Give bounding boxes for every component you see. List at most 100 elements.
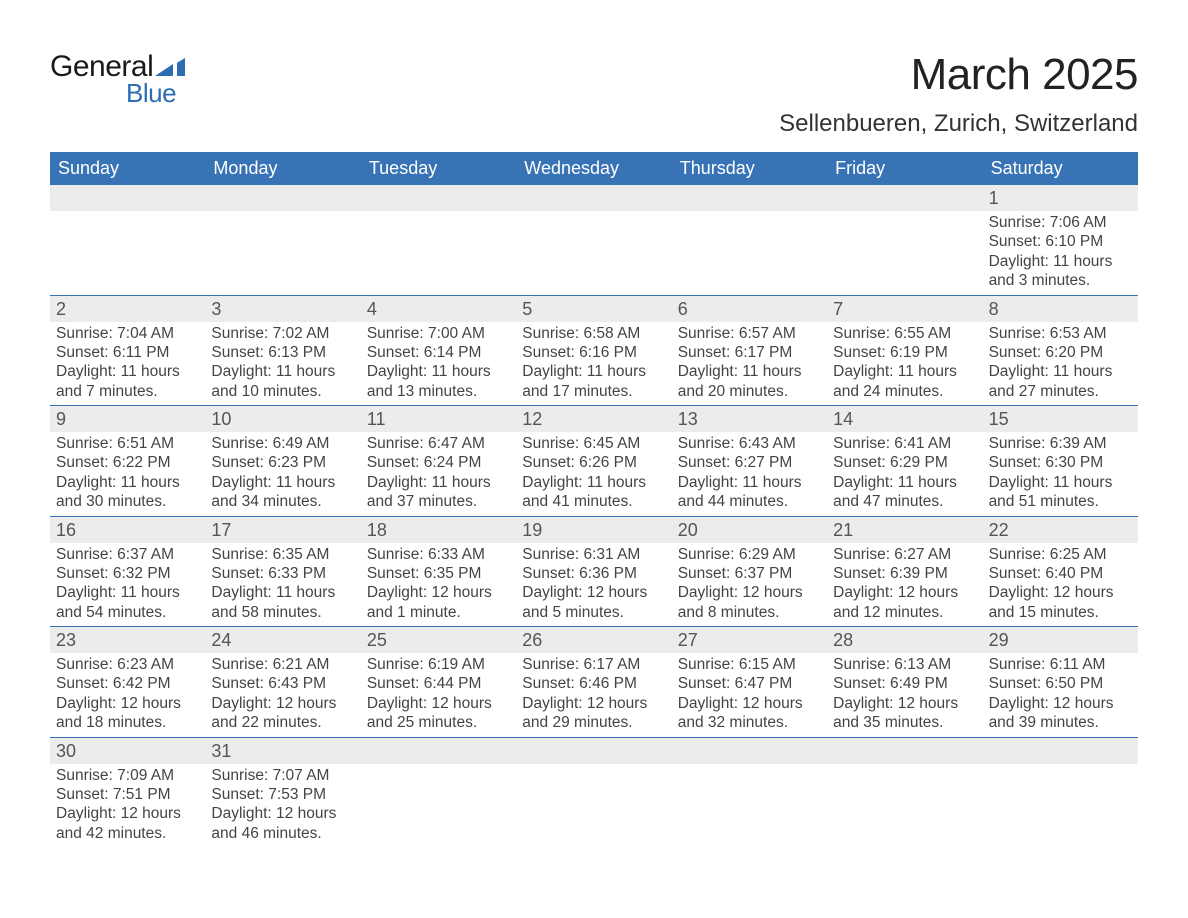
day-detail: Sunrise: 6:53 AMSunset: 6:20 PMDaylight:… [983,322,1138,406]
weeks-container: 1Sunrise: 7:06 AMSunset: 6:10 PMDaylight… [50,185,1138,847]
sunset-text: Sunset: 6:24 PM [367,453,510,472]
detail-row: Sunrise: 7:09 AMSunset: 7:51 PMDaylight:… [50,764,1138,848]
daylight-text: Daylight: 12 hours and 15 minutes. [989,583,1132,622]
day-number: 7 [827,296,982,322]
sunset-text: Sunset: 6:36 PM [522,564,665,583]
sunrise-text: Sunrise: 6:13 AM [833,655,976,674]
sunset-text: Sunset: 6:49 PM [833,674,976,693]
day-detail: Sunrise: 6:31 AMSunset: 6:36 PMDaylight:… [516,543,671,627]
sunrise-text: Sunrise: 6:15 AM [678,655,821,674]
sunrise-text: Sunrise: 6:27 AM [833,545,976,564]
sunrise-text: Sunrise: 6:55 AM [833,324,976,343]
day-detail [516,764,671,848]
sunset-text: Sunset: 6:20 PM [989,343,1132,362]
sunset-text: Sunset: 6:14 PM [367,343,510,362]
sunrise-text: Sunrise: 6:51 AM [56,434,199,453]
daylight-text: Daylight: 11 hours and 7 minutes. [56,362,199,401]
day-number: 4 [361,296,516,322]
sunrise-text: Sunrise: 6:29 AM [678,545,821,564]
daylight-text: Daylight: 12 hours and 46 minutes. [211,804,354,843]
sunset-text: Sunset: 6:43 PM [211,674,354,693]
sunrise-text: Sunrise: 6:45 AM [522,434,665,453]
daylight-text: Daylight: 11 hours and 20 minutes. [678,362,821,401]
sunset-text: Sunset: 6:40 PM [989,564,1132,583]
day-number: 21 [827,517,982,543]
day-number [361,185,516,211]
daylight-text: Daylight: 11 hours and 3 minutes. [989,252,1132,291]
sunrise-text: Sunrise: 7:02 AM [211,324,354,343]
daylight-text: Daylight: 11 hours and 27 minutes. [989,362,1132,401]
day-number [983,738,1138,764]
daylight-text: Daylight: 11 hours and 13 minutes. [367,362,510,401]
daylight-text: Daylight: 12 hours and 12 minutes. [833,583,976,622]
day-detail: Sunrise: 6:43 AMSunset: 6:27 PMDaylight:… [672,432,827,516]
day-number: 14 [827,406,982,432]
day-number [827,185,982,211]
sunrise-text: Sunrise: 6:47 AM [367,434,510,453]
day-number: 16 [50,517,205,543]
sunrise-text: Sunrise: 7:09 AM [56,766,199,785]
day-number: 19 [516,517,671,543]
day-detail: Sunrise: 6:55 AMSunset: 6:19 PMDaylight:… [827,322,982,406]
day-detail: Sunrise: 6:57 AMSunset: 6:17 PMDaylight:… [672,322,827,406]
sunrise-text: Sunrise: 6:31 AM [522,545,665,564]
day-detail: Sunrise: 6:37 AMSunset: 6:32 PMDaylight:… [50,543,205,627]
sunset-text: Sunset: 6:11 PM [56,343,199,362]
sunrise-text: Sunrise: 6:53 AM [989,324,1132,343]
sunset-text: Sunset: 6:19 PM [833,343,976,362]
day-number: 24 [205,627,360,653]
daylight-text: Daylight: 11 hours and 30 minutes. [56,473,199,512]
day-number: 8 [983,296,1138,322]
day-detail: Sunrise: 6:33 AMSunset: 6:35 PMDaylight:… [361,543,516,627]
daylight-text: Daylight: 12 hours and 29 minutes. [522,694,665,733]
detail-row: Sunrise: 6:51 AMSunset: 6:22 PMDaylight:… [50,432,1138,516]
sunset-text: Sunset: 6:44 PM [367,674,510,693]
day-detail: Sunrise: 6:29 AMSunset: 6:37 PMDaylight:… [672,543,827,627]
daylight-text: Daylight: 12 hours and 1 minute. [367,583,510,622]
month-title: March 2025 [779,50,1138,100]
sunrise-text: Sunrise: 6:57 AM [678,324,821,343]
sunset-text: Sunset: 6:35 PM [367,564,510,583]
sunset-text: Sunset: 6:30 PM [989,453,1132,472]
detail-row: Sunrise: 6:23 AMSunset: 6:42 PMDaylight:… [50,653,1138,737]
day-detail [205,211,360,295]
sunset-text: Sunset: 6:33 PM [211,564,354,583]
sunset-text: Sunset: 6:50 PM [989,674,1132,693]
daylight-text: Daylight: 11 hours and 58 minutes. [211,583,354,622]
sunrise-text: Sunrise: 6:25 AM [989,545,1132,564]
sunrise-text: Sunrise: 6:21 AM [211,655,354,674]
day-number: 23 [50,627,205,653]
sunrise-text: Sunrise: 6:23 AM [56,655,199,674]
daylight-text: Daylight: 12 hours and 18 minutes. [56,694,199,733]
day-number: 29 [983,627,1138,653]
day-number: 27 [672,627,827,653]
calendar: Sunday Monday Tuesday Wednesday Thursday… [50,152,1138,847]
day-detail [516,211,671,295]
day-number: 31 [205,738,360,764]
sunset-text: Sunset: 6:29 PM [833,453,976,472]
daylight-text: Daylight: 11 hours and 24 minutes. [833,362,976,401]
day-detail [983,764,1138,848]
detail-row: Sunrise: 7:06 AMSunset: 6:10 PMDaylight:… [50,211,1138,295]
day-number [205,185,360,211]
logo-word-2: Blue [126,78,176,109]
day-detail [361,764,516,848]
day-number: 10 [205,406,360,432]
daylight-text: Daylight: 12 hours and 32 minutes. [678,694,821,733]
day-number: 30 [50,738,205,764]
sunrise-text: Sunrise: 6:49 AM [211,434,354,453]
sunrise-text: Sunrise: 6:43 AM [678,434,821,453]
weekday-label: Tuesday [361,152,516,185]
day-number: 28 [827,627,982,653]
daylight-text: Daylight: 11 hours and 37 minutes. [367,473,510,512]
daynum-row: 9101112131415 [50,405,1138,432]
sunset-text: Sunset: 6:47 PM [678,674,821,693]
sunrise-text: Sunrise: 6:37 AM [56,545,199,564]
weekday-label: Saturday [983,152,1138,185]
sunrise-text: Sunrise: 6:39 AM [989,434,1132,453]
day-number: 5 [516,296,671,322]
day-number: 12 [516,406,671,432]
sunrise-text: Sunrise: 7:07 AM [211,766,354,785]
daylight-text: Daylight: 11 hours and 54 minutes. [56,583,199,622]
day-number: 25 [361,627,516,653]
